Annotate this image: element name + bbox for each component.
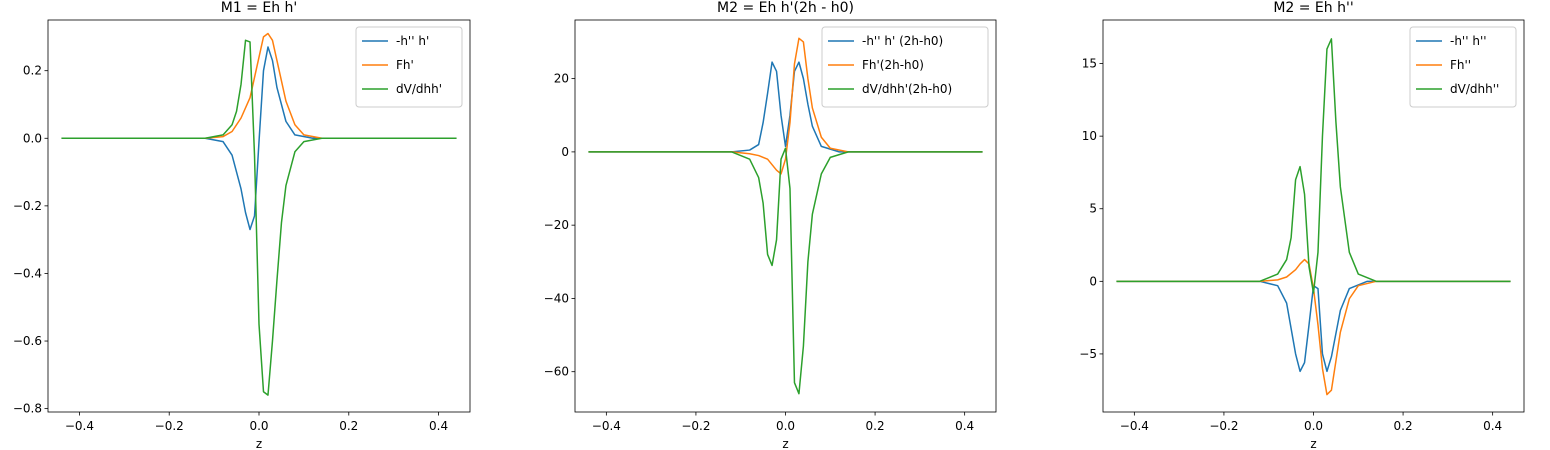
series-line-2 <box>588 37 983 175</box>
y-tick-label: −60 <box>544 365 569 379</box>
x-tick-label: 0.0 <box>249 419 268 433</box>
legend-label-2: Fh' <box>396 58 414 72</box>
legend-box <box>355 26 463 108</box>
x-tick-label: −0.2 <box>155 419 184 433</box>
y-tick-label: −5 <box>1079 347 1097 361</box>
y-tick-label: 0.2 <box>23 64 42 78</box>
legend: -h'' h'' Fh'' dV/dhh'' <box>1409 26 1517 108</box>
y-tick-label: 10 <box>1082 129 1097 143</box>
y-tick-label: −0.8 <box>13 402 42 416</box>
series-line-3 <box>588 147 983 395</box>
x-tick-label: −0.4 <box>1120 419 1149 433</box>
x-tick-label: 0.4 <box>955 419 974 433</box>
series-line-3 <box>61 39 457 396</box>
legend-label-1: -h'' h' (2h-h0) <box>862 34 943 48</box>
legend-label-1: -h'' h'' <box>1450 34 1487 48</box>
x-axis-label: z <box>256 437 262 450</box>
series-lines <box>1116 38 1511 396</box>
series-line-1 <box>61 46 457 231</box>
chart-title: M2 = Eh h'(2h - h0) <box>717 0 854 16</box>
series-line-1 <box>588 61 983 153</box>
legend-label-3: dV/dhh'' <box>1450 82 1499 96</box>
x-tick-label: 0.2 <box>1394 419 1413 433</box>
y-tick-label: 0 <box>561 145 569 159</box>
series-line-3 <box>1116 38 1511 294</box>
legend-box <box>1409 26 1517 108</box>
y-tick-label: 5 <box>1089 202 1097 216</box>
series-line-2 <box>61 32 457 140</box>
legend: -h'' h' Fh' dV/dhh' <box>355 26 463 108</box>
y-tick-label: 0.0 <box>23 131 42 145</box>
y-tick-label: −0.6 <box>13 334 42 348</box>
chart-title: M1 = Eh h' <box>221 0 298 16</box>
x-tick-label: −0.4 <box>65 419 94 433</box>
y-tick-label: −20 <box>544 218 569 232</box>
x-tick-label: −0.2 <box>1209 419 1238 433</box>
y-tick-label: 20 <box>554 72 569 86</box>
y-tick-label: −0.4 <box>13 266 42 280</box>
x-tick-label: 0.4 <box>429 419 448 433</box>
y-tick-label: 0 <box>1089 274 1097 288</box>
series-line-2 <box>1116 258 1511 396</box>
x-axis-label: z <box>782 437 788 450</box>
legend: -h'' h' (2h-h0) Fh'(2h-h0) dV/dhh'(2h-h0) <box>821 26 989 108</box>
legend-box <box>821 26 989 108</box>
y-tick-label: −0.2 <box>13 199 42 213</box>
series-lines <box>61 32 457 396</box>
chart-panel-2: M2 = Eh h'(2h - h0) −0.4 −0.2 0.0 0.2 0.4 −60 −… <box>544 0 997 450</box>
x-tick-label: −0.4 <box>592 419 621 433</box>
series-line-1 <box>1116 280 1511 373</box>
x-tick-label: 0.2 <box>339 419 358 433</box>
y-tick-label: 15 <box>1082 57 1097 71</box>
legend-label-2: Fh'(2h-h0) <box>862 58 924 72</box>
series-lines <box>588 37 983 395</box>
x-tick-label: 0.0 <box>1304 419 1323 433</box>
x-tick-label: −0.2 <box>681 419 710 433</box>
legend-label-3: dV/dhh'(2h-h0) <box>862 82 952 96</box>
legend-label-2: Fh'' <box>1450 58 1471 72</box>
legend-label-3: dV/dhh' <box>396 82 442 96</box>
chart-title: M2 = Eh h'' <box>1273 0 1353 16</box>
x-tick-label: 0.2 <box>866 419 885 433</box>
chart-panel-3: M2 = Eh h'' −0.4 −0.2 0.0 0.2 0.4 −5 0 5 10 15 z -h'… <box>1079 0 1525 450</box>
x-axis-label: z <box>1310 437 1316 450</box>
x-tick-label: 0.4 <box>1483 419 1502 433</box>
legend-label-1: -h'' h' <box>396 34 429 48</box>
x-tick-label: 0.0 <box>776 419 795 433</box>
y-tick-label: −40 <box>544 291 569 305</box>
chart-panel-1: M1 = Eh h' −0.4 −0.2 0.0 0.2 0.4 −0.8 −0.6 −0.4 −… <box>13 0 471 450</box>
